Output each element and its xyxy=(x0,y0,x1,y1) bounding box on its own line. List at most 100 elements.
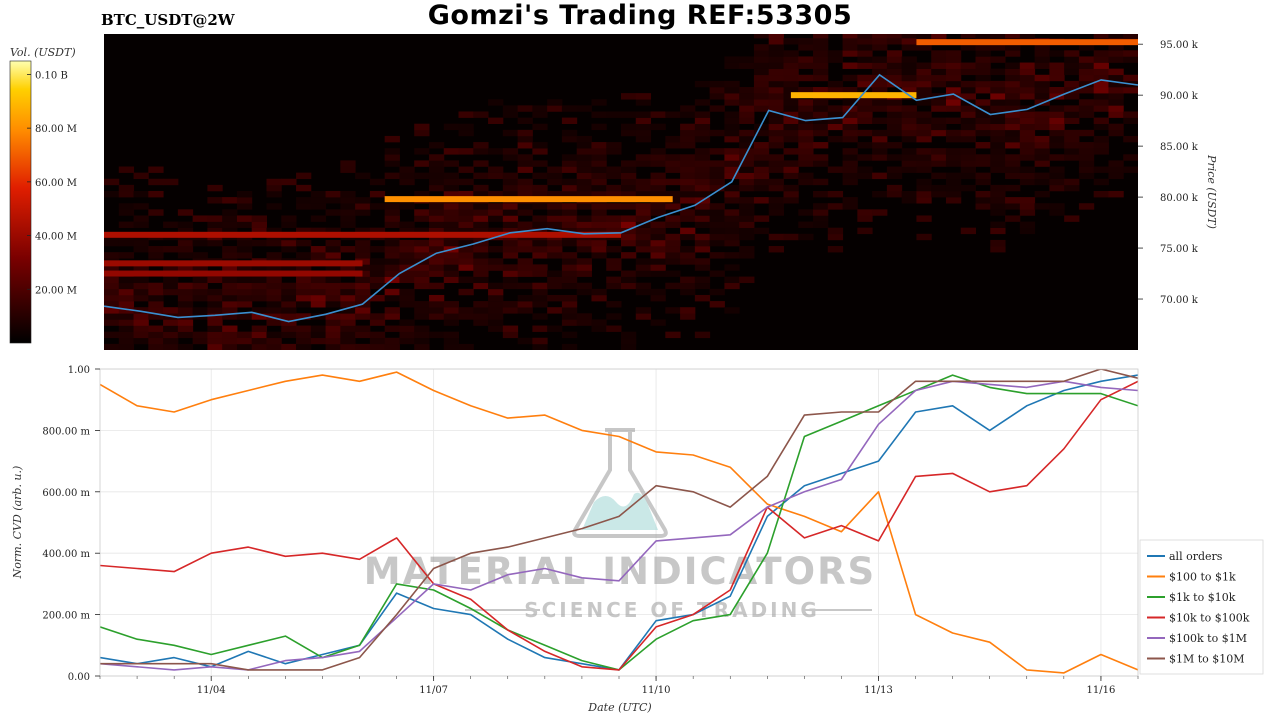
heatmap-cell xyxy=(473,307,489,314)
heatmap-cell xyxy=(813,209,829,216)
heatmap-cell xyxy=(931,74,947,82)
heatmap-cell xyxy=(1064,142,1080,149)
heatmap-cell xyxy=(694,135,711,143)
heatmap-cell xyxy=(458,178,474,186)
heatmap-cell xyxy=(1005,154,1021,161)
heatmap-cell xyxy=(768,203,784,210)
heatmap-cell xyxy=(591,221,607,228)
heatmap-cell xyxy=(1005,111,1021,118)
heatmap-cell xyxy=(916,117,932,125)
heatmap-cell xyxy=(621,239,637,247)
heatmap-cell xyxy=(222,276,238,284)
heatmap-cell xyxy=(1078,129,1095,137)
heatmap-cell xyxy=(591,154,607,161)
heatmap-cell xyxy=(458,111,474,118)
heatmap-cell xyxy=(753,166,770,173)
heatmap-cell xyxy=(222,227,238,235)
heatmap-cell xyxy=(1005,62,1021,69)
heatmap-cell xyxy=(236,282,253,290)
heatmap-cell xyxy=(768,56,784,63)
heatmap-cell xyxy=(517,264,533,271)
heatmap-cell xyxy=(576,135,592,143)
heatmap-cell xyxy=(517,160,533,167)
heatmap-cell xyxy=(739,117,755,125)
heatmap-cell xyxy=(325,276,341,284)
heatmap-cell xyxy=(709,270,725,277)
heatmap-cell xyxy=(118,282,135,290)
heatmap-cell xyxy=(104,288,120,296)
heatmap-cell xyxy=(281,343,297,350)
heatmap-cell xyxy=(813,178,829,186)
heatmap-cell xyxy=(606,142,622,149)
heatmap-cell xyxy=(798,123,814,131)
heatmap-cell xyxy=(665,282,681,290)
series-line-r1m_10m xyxy=(100,369,1138,671)
heatmap-cell xyxy=(916,87,932,94)
heatmap-cell xyxy=(532,190,548,198)
heatmap-cell xyxy=(561,209,578,216)
heatmap-cell xyxy=(502,227,519,235)
heatmap-cell xyxy=(901,190,917,198)
heatmap-cell xyxy=(443,331,460,339)
heatmap-cell xyxy=(428,282,445,290)
heatmap-cell xyxy=(665,258,681,265)
heatmap-cell xyxy=(990,80,1006,88)
heatmap-cell xyxy=(680,246,696,253)
heatmap-cell xyxy=(547,294,563,302)
heatmap-cell xyxy=(207,215,223,222)
heatmap-cell xyxy=(783,123,799,131)
heatmap-cell xyxy=(842,166,858,173)
heatmap-cell xyxy=(916,148,932,155)
heatmap-cell xyxy=(724,111,740,118)
heatmap-cell xyxy=(251,325,267,332)
heatmap-cell xyxy=(1049,62,1065,69)
heatmap-cell xyxy=(857,142,873,149)
heatmap-cell xyxy=(783,38,799,45)
heatmap-cell xyxy=(694,178,711,186)
heatmap-ytick-label: 80.00 k xyxy=(1160,193,1199,204)
heatmap-cell xyxy=(458,246,474,253)
heatmap-cell xyxy=(960,34,977,39)
heatmap-cell xyxy=(532,221,548,228)
heatmap-cell xyxy=(635,270,652,277)
heatmap-cell xyxy=(857,87,873,94)
heatmap-cell xyxy=(798,148,814,155)
heatmap-cell xyxy=(798,209,814,216)
heatmap-cell xyxy=(990,160,1006,167)
heatmap-cell xyxy=(177,343,194,350)
heatmap-cell xyxy=(355,294,371,302)
heatmap-cell xyxy=(724,264,740,271)
heatmap-cell xyxy=(207,307,223,314)
heatmap-cell xyxy=(798,62,814,69)
heatmap-cell xyxy=(310,197,327,204)
heatmap-cell xyxy=(768,62,784,69)
heatmap-cell xyxy=(1078,87,1095,94)
heatmap-cell xyxy=(1019,87,1036,94)
heatmap-cell xyxy=(872,62,888,69)
heatmap-cell xyxy=(236,252,253,259)
heatmap-cell xyxy=(709,129,725,137)
heatmap-cell xyxy=(872,74,888,82)
heatmap-cell xyxy=(1064,105,1080,112)
heatmap-cell xyxy=(576,166,592,173)
heatmap-cell xyxy=(207,227,223,235)
heatmap-cell xyxy=(960,135,977,143)
heatmap-cell xyxy=(1034,93,1050,100)
heatmap-cell xyxy=(886,34,903,39)
heatmap-cell xyxy=(1005,68,1021,76)
heatmap-cell xyxy=(369,319,386,326)
heatmap-cell xyxy=(1019,62,1036,69)
heatmap-cell xyxy=(281,215,297,222)
heatmap-cell xyxy=(813,117,829,125)
heatmap-cell xyxy=(680,166,696,173)
heatmap-cell xyxy=(813,160,829,167)
cvd-xtick-label: 11/13 xyxy=(864,685,893,696)
heatmap-cell xyxy=(355,270,371,277)
heatmap-cell xyxy=(384,160,400,167)
heatmap-cell xyxy=(591,319,607,326)
heatmap-cell xyxy=(813,44,829,51)
legend[interactable]: all orders$100 to $1k$1k to $10k$10k to … xyxy=(1139,539,1264,675)
heatmap-cell xyxy=(621,190,637,198)
heatmap-cell xyxy=(443,209,460,216)
heatmap-cell xyxy=(281,282,297,290)
